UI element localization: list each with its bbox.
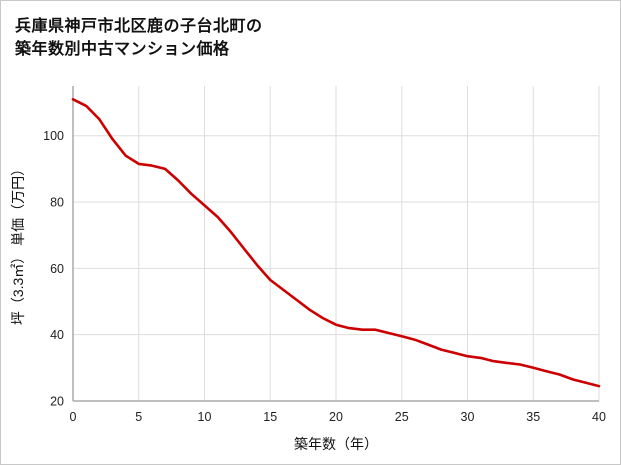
y-tick-label: 100 — [43, 129, 64, 143]
y-axis-label: 坪（3.3㎡） 単価（万円） — [10, 162, 26, 325]
x-tick-label: 10 — [198, 410, 212, 424]
x-tick-label: 35 — [526, 410, 540, 424]
chart-canvas: 0 5 10 15 20 25 30 35 40 20 40 60 80 100 築年数（年） 坪（3.3㎡）… — [10, 86, 606, 452]
chart-title-line-2: 築年数別中古マンション価格 — [15, 41, 230, 58]
x-tick-label: 40 — [592, 410, 606, 424]
y-tick-label: 40 — [50, 328, 64, 342]
chart-title-line-1: 兵庫県神戸市北区鹿の子台北町の — [15, 18, 263, 35]
chart-title: 兵庫県神戸市北区鹿の子台北町の 築年数別中古マンション価格 — [1, 1, 620, 62]
y-tick-label: 20 — [50, 395, 64, 409]
x-tick-label: 15 — [263, 410, 277, 424]
x-tick-label: 30 — [461, 410, 475, 424]
y-tick-label: 80 — [50, 196, 64, 210]
x-axis-label: 築年数（年） — [294, 436, 378, 452]
price-line — [71, 97, 601, 388]
x-tick-label: 20 — [329, 410, 343, 424]
x-tick-label: 25 — [395, 410, 409, 424]
y-tick-label: 60 — [50, 262, 64, 276]
x-tick-label: 5 — [135, 410, 142, 424]
price-line-chart: 0 5 10 15 20 25 30 35 40 20 40 60 80 100 築年数（年） 坪（3.3㎡）… — [1, 76, 620, 464]
x-tick-label: 0 — [70, 410, 77, 424]
